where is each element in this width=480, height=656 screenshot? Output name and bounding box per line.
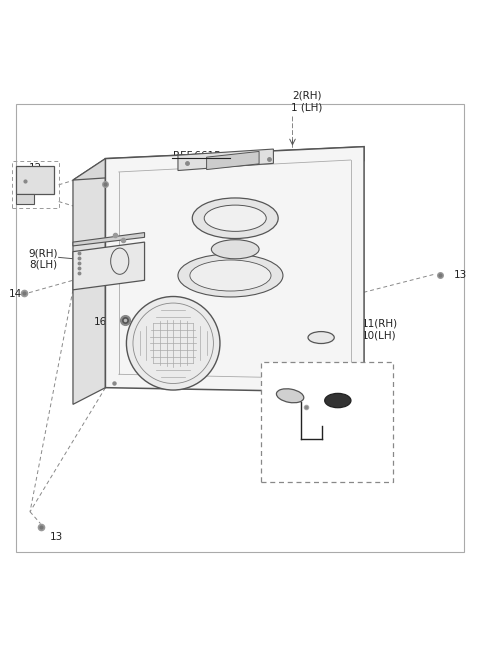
Ellipse shape	[192, 198, 278, 239]
Text: 15: 15	[132, 207, 146, 218]
Polygon shape	[73, 159, 106, 404]
Text: 6(RH)
5(LH): 6(RH) 5(LH)	[335, 388, 364, 409]
Text: 4(RH)
3(LH): 4(RH) 3(LH)	[296, 441, 325, 463]
Ellipse shape	[204, 205, 266, 232]
Polygon shape	[206, 152, 259, 169]
Ellipse shape	[276, 389, 304, 403]
Bar	[262, 362, 393, 482]
Polygon shape	[16, 194, 34, 204]
Text: 7: 7	[290, 394, 296, 403]
Text: 14: 14	[9, 289, 23, 298]
Polygon shape	[73, 242, 144, 290]
Ellipse shape	[190, 260, 271, 291]
Ellipse shape	[324, 394, 351, 407]
Text: 16: 16	[94, 317, 107, 327]
Text: (GL): (GL)	[273, 352, 294, 362]
Polygon shape	[16, 166, 54, 194]
Ellipse shape	[178, 254, 283, 297]
Text: 12: 12	[29, 163, 42, 173]
Text: 11(RH)
10(LH): 11(RH) 10(LH)	[362, 319, 398, 340]
Circle shape	[126, 297, 220, 390]
Text: 13: 13	[49, 532, 63, 542]
Text: 13: 13	[454, 270, 467, 279]
Ellipse shape	[111, 248, 129, 274]
Polygon shape	[178, 149, 274, 171]
Text: 17: 17	[108, 161, 120, 172]
Ellipse shape	[308, 331, 334, 344]
Polygon shape	[106, 147, 364, 392]
Bar	[12, 161, 59, 208]
Text: 9(RH)
8(LH): 9(RH) 8(LH)	[28, 248, 58, 270]
Polygon shape	[73, 233, 144, 246]
Ellipse shape	[211, 239, 259, 259]
Polygon shape	[73, 147, 364, 180]
Text: REF.6615: REF.6615	[173, 151, 221, 161]
Text: 2(RH)
1 (LH): 2(RH) 1 (LH)	[291, 91, 323, 112]
